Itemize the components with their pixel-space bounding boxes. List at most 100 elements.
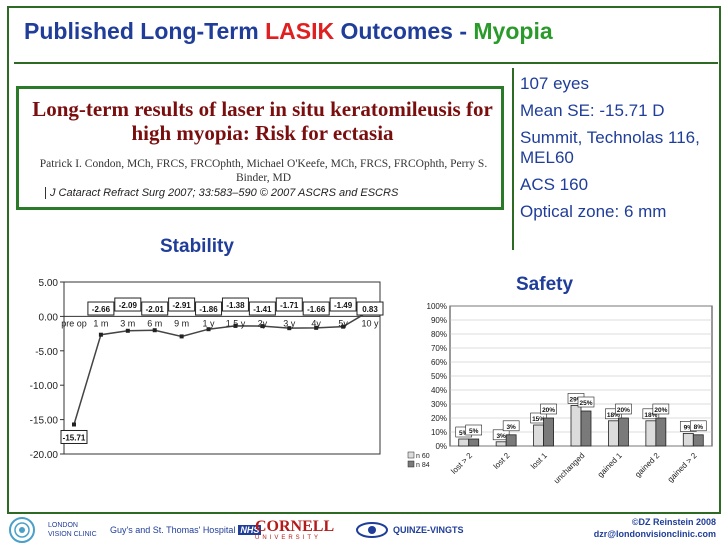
y-tick-label: 20% — [431, 414, 447, 423]
safety-bar — [682, 432, 694, 447]
y-tick-label: 50% — [431, 372, 447, 381]
bar-data-label: 18% — [644, 412, 657, 419]
paper-title: Long-term results of laser in situ kerat… — [32, 97, 493, 145]
bar-label-box — [465, 424, 483, 436]
y-tick-label: 60% — [431, 358, 447, 367]
y-tick-label: 30% — [431, 400, 447, 409]
bar-label-box — [615, 403, 632, 415]
title-rule — [14, 62, 718, 64]
y-tick-label: -10.00 — [30, 381, 59, 392]
safety-bar — [692, 434, 704, 447]
bar-data-label: 5% — [469, 428, 479, 435]
bar-label-box — [689, 420, 707, 432]
paper-authors: Patrick I. Condon, MCh, FRCS, FRCOphth, … — [39, 158, 488, 184]
data-label: -2.66 — [92, 305, 111, 314]
bar-data-label: 20% — [617, 407, 630, 414]
data-label: -1.66 — [307, 305, 326, 314]
data-label: -1.38 — [226, 301, 245, 310]
data-label-box — [329, 297, 357, 312]
stability-chart: 5.00 0.00 -5.00 -10.00 -15.00 -20.00 -15.71 pre… — [30, 278, 384, 461]
y-tick-label: 80% — [431, 330, 447, 339]
email: dzr@londonvisionclinic.com — [593, 529, 716, 539]
stability-point — [179, 334, 184, 339]
safety-bar — [458, 438, 470, 447]
stability-point — [72, 422, 76, 427]
logo-guys-hospital: Guy's and St. Thomas' Hospital NHS — [110, 525, 262, 535]
stability-series-line — [73, 310, 371, 425]
safety-bar — [645, 420, 657, 447]
safety-label: Safety — [516, 274, 574, 295]
x-tick-label: 3 m — [120, 318, 135, 328]
bar-data-label: 8% — [694, 424, 704, 431]
stability-point — [287, 326, 292, 331]
bar-label-box — [540, 403, 557, 415]
x-tick-label: lost 1 — [529, 451, 549, 471]
safety-bar — [655, 417, 667, 447]
paper-abstract-image: Long-term results of laser in situ kerat… — [16, 86, 504, 210]
data-label: -1.71 — [280, 301, 299, 310]
legend-swatch — [407, 460, 415, 468]
logo-cornell: CORNELL UNIVERSITY — [255, 518, 335, 542]
y-tick-label: 100% — [427, 302, 447, 311]
y-tick-label: 70% — [431, 344, 447, 353]
data-label-box — [114, 297, 142, 312]
bar-data-label: 20% — [654, 407, 667, 414]
bar-data-label: 20% — [542, 407, 555, 414]
bar-label-box — [502, 420, 520, 432]
x-tick-label: 10 y — [361, 318, 379, 328]
x-tick-label: 5y — [338, 318, 348, 328]
quinze-vingts-eye-icon — [356, 522, 388, 538]
data-label-box — [60, 429, 88, 444]
footer-logos: LONDON VISION CLINIC Guy's and St. Thoma… — [0, 514, 728, 546]
stability-point — [260, 324, 265, 329]
safety-bar — [618, 417, 629, 447]
data-label-box — [275, 297, 303, 312]
nhs-badge: NHS — [238, 525, 262, 535]
data-label-box — [302, 301, 330, 316]
bar-data-label: 3% — [496, 433, 506, 440]
fact-mean-se: Mean SE: -15.71 D — [520, 101, 665, 120]
bar-label-box — [577, 396, 595, 408]
y-tick-label: -5.00 — [35, 347, 58, 358]
safety-bar — [505, 434, 517, 447]
copyright-block: ©DZ Reinstein 2008 dzr@londonvisionclini… — [594, 516, 716, 540]
slide-title: Published Long-Term LASIK Outcomes - Myo… — [24, 18, 553, 44]
x-tick-label: 2y — [258, 318, 268, 328]
paper-citation: J Cataract Refract Surg 2007; 33:583–590… — [45, 187, 398, 199]
x-tick-label: lost 2 — [492, 451, 512, 471]
x-tick-label: gained 1 — [596, 451, 624, 479]
data-label-box — [168, 297, 196, 312]
safety-bar — [608, 420, 619, 447]
safety-bar — [468, 438, 480, 447]
logo-london-vision-clinic: LONDON VISION CLINIC — [8, 516, 100, 544]
data-label-box — [221, 297, 249, 312]
data-label-box — [356, 301, 384, 316]
x-tick-label: pre op — [61, 318, 87, 328]
x-tick-label: 1.5 y — [226, 318, 246, 328]
data-label-box — [87, 301, 115, 316]
bar-data-label: 18% — [607, 412, 620, 419]
safety-bar — [495, 441, 507, 447]
y-tick-label: 10% — [431, 428, 447, 437]
y-tick-label: -20.00 — [30, 450, 59, 461]
fact-optical-zone: Optical zone: 6 mm — [520, 202, 667, 221]
x-tick-label: 6 m — [147, 318, 162, 328]
stability-point — [314, 325, 319, 330]
y-tick-label: -15.00 — [30, 416, 59, 427]
legend-label: n 60 — [416, 453, 430, 460]
data-label: -1.49 — [334, 301, 353, 310]
data-label: 0.83 — [362, 305, 378, 314]
stability-point — [125, 328, 130, 333]
safety-bar — [570, 405, 582, 447]
bar-data-label: 25% — [579, 400, 592, 407]
bar-data-label: 5% — [459, 430, 469, 437]
x-tick-label: gained > 2 — [666, 451, 699, 484]
x-tick-label: lost > 2 — [449, 451, 474, 476]
stability-point — [152, 328, 157, 333]
bar-data-label: 3% — [506, 424, 516, 431]
stability-point — [341, 324, 346, 329]
fact-eyes: 107 eyes — [520, 74, 589, 93]
x-tick-label: unchanged — [552, 451, 586, 485]
facts-list: 107 eyes Mean SE: -15.71 D Summit, Techn… — [520, 74, 720, 229]
divider — [512, 68, 514, 250]
